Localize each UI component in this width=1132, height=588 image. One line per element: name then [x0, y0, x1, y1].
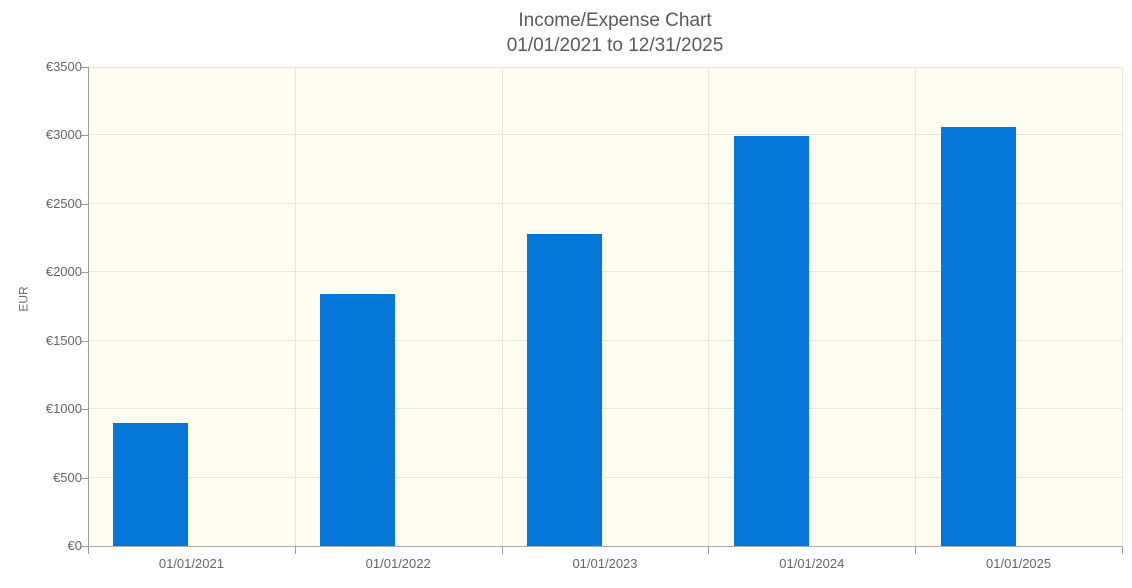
chart-title-block: Income/Expense Chart 01/01/2021 to 12/31…: [88, 8, 1132, 58]
plot-area: [88, 67, 1123, 547]
bar: [113, 422, 189, 546]
x-tick-mark: [915, 547, 917, 554]
x-tick-label: 01/01/2022: [365, 556, 431, 571]
bar: [940, 127, 1016, 546]
bar: [733, 136, 809, 546]
y-tick-label: €2500: [45, 195, 82, 211]
gridline-h: [89, 339, 1123, 341]
x-tick-label: 01/01/2023: [572, 556, 638, 571]
y-tick-label: €3500: [45, 59, 82, 74]
x-tick-mark: [1122, 547, 1123, 554]
x-tick-mark: [708, 547, 710, 554]
x-tick-label: 01/01/2025: [986, 556, 1052, 571]
y-tick-mark: [80, 477, 88, 479]
gridline-h: [89, 67, 1123, 68]
gridline-h: [89, 271, 1123, 273]
gridline-v: [1122, 67, 1123, 546]
bar: [527, 233, 603, 546]
y-tick-mark: [80, 546, 88, 547]
y-tick-label: €0: [67, 538, 82, 553]
y-tick-mark: [80, 67, 88, 68]
gridline-v: [915, 67, 917, 546]
x-tick-label: 01/01/2024: [779, 556, 845, 571]
chart-subtitle: 01/01/2021 to 12/31/2025: [506, 35, 724, 56]
chart-title: Income/Expense Chart: [518, 10, 712, 31]
bar: [320, 293, 396, 546]
x-tick-label: 01/01/2021: [158, 556, 224, 571]
y-tick-label: €500: [53, 469, 82, 485]
gridline-v: [294, 67, 296, 546]
gridline-h: [89, 202, 1123, 204]
x-tick-mark: [294, 547, 296, 554]
y-tick-mark: [80, 409, 88, 411]
gridline-v: [501, 67, 503, 546]
gridline-h: [89, 476, 1123, 478]
y-tick-mark: [80, 135, 88, 137]
x-tick-mark: [501, 547, 503, 554]
gridline-h: [89, 134, 1123, 136]
gridline-h: [89, 408, 1123, 410]
gridline-v: [708, 67, 710, 546]
y-tick-mark: [80, 340, 88, 342]
y-tick-label: €3000: [45, 127, 82, 143]
x-tick-mark: [88, 547, 89, 554]
y-tick-mark: [80, 203, 88, 205]
y-tick-label: €2000: [45, 264, 82, 280]
y-tick-mark: [80, 272, 88, 274]
y-axis-title: EUR: [16, 286, 31, 312]
y-tick-label: €1500: [45, 332, 82, 348]
y-tick-label: €1000: [45, 401, 82, 417]
